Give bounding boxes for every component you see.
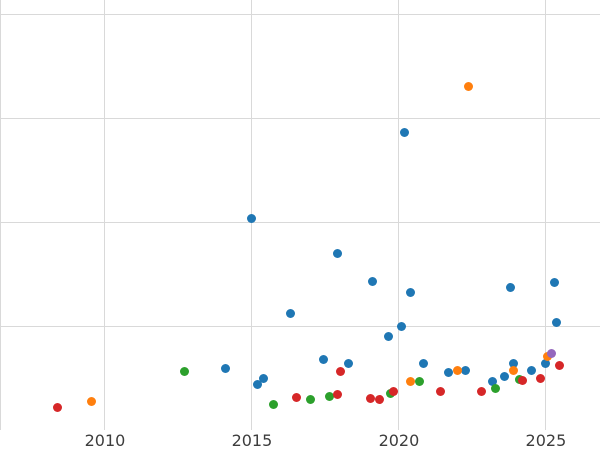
scatter-point-series-blue	[344, 358, 354, 368]
scatter-point-series-blue	[253, 379, 263, 389]
scatter-point-series-red	[366, 394, 376, 404]
scatter-point-series-blue	[488, 376, 498, 386]
scatter-point-series-red	[517, 375, 527, 385]
scatter-point-series-red	[435, 387, 445, 397]
x-tick-label: 2020	[378, 431, 420, 450]
scatter-point-series-red	[476, 387, 486, 397]
scatter-point-series-green	[179, 367, 189, 377]
scatter-point-series-orange	[406, 376, 416, 386]
scatter-point-series-blue	[550, 277, 560, 287]
left-axis-spine	[0, 0, 1, 430]
scatter-point-series-blue	[500, 372, 510, 382]
scatter-point-series-blue	[506, 283, 516, 293]
scatter-point-series-blue	[397, 321, 407, 331]
scatter-point-series-blue	[400, 128, 410, 138]
plot-area	[0, 0, 600, 430]
scatter-point-series-red	[52, 402, 62, 412]
y-gridline	[0, 13, 600, 15]
scatter-point-series-red	[335, 367, 345, 377]
scatter-point-series-blue	[526, 366, 536, 376]
scatter-point-series-blue	[541, 358, 551, 368]
x-tick-label: 2025	[525, 431, 567, 450]
x-gridline	[545, 0, 547, 430]
scatter-point-series-blue	[247, 214, 257, 224]
scatter-point-series-orange	[463, 82, 473, 92]
scatter-point-series-red	[388, 387, 398, 397]
scatter-point-series-blue	[406, 288, 416, 298]
scatter-point-series-orange	[453, 366, 463, 376]
scatter-point-series-blue	[419, 358, 429, 368]
scatter-point-series-blue	[509, 358, 519, 368]
scatter-point-series-red	[535, 373, 545, 383]
scatter-point-series-blue	[444, 368, 454, 378]
y-gridline	[0, 325, 600, 327]
scatter-point-series-blue	[285, 309, 295, 319]
scatter-point-series-blue	[460, 366, 470, 376]
scatter-point-series-blue	[319, 354, 329, 364]
scatter-point-series-orange	[509, 366, 519, 376]
x-gridline	[398, 0, 400, 430]
y-gridline	[0, 117, 600, 119]
scatter-point-series-blue	[332, 248, 342, 258]
scatter-point-series-green	[325, 392, 335, 402]
scatter-point-series-green	[491, 383, 501, 393]
scatter-point-series-red	[375, 395, 385, 405]
scatter-point-series-blue	[551, 318, 561, 328]
scatter-point-series-green	[415, 376, 424, 386]
scatter-point-series-blue	[220, 364, 230, 374]
x-tick-label: 2010	[84, 431, 126, 450]
scatter-point-series-purple	[547, 348, 557, 358]
x-gridline	[104, 0, 106, 430]
scatter-point-series-orange	[87, 397, 97, 407]
scatter-point-series-blue	[384, 331, 394, 341]
scatter-point-series-red	[554, 361, 564, 371]
x-tick-label: 2015	[231, 431, 273, 450]
scatter-point-series-green	[269, 399, 279, 409]
y-gridline	[0, 221, 600, 223]
scatter-point-series-green	[306, 395, 316, 405]
x-axis: 2010 2015 2020 2025	[0, 430, 600, 450]
scatter-point-series-blue	[367, 276, 377, 286]
scatter-point-series-red	[291, 393, 301, 403]
scatter-point-series-blue	[259, 373, 269, 383]
scatter-point-series-red	[332, 390, 342, 400]
